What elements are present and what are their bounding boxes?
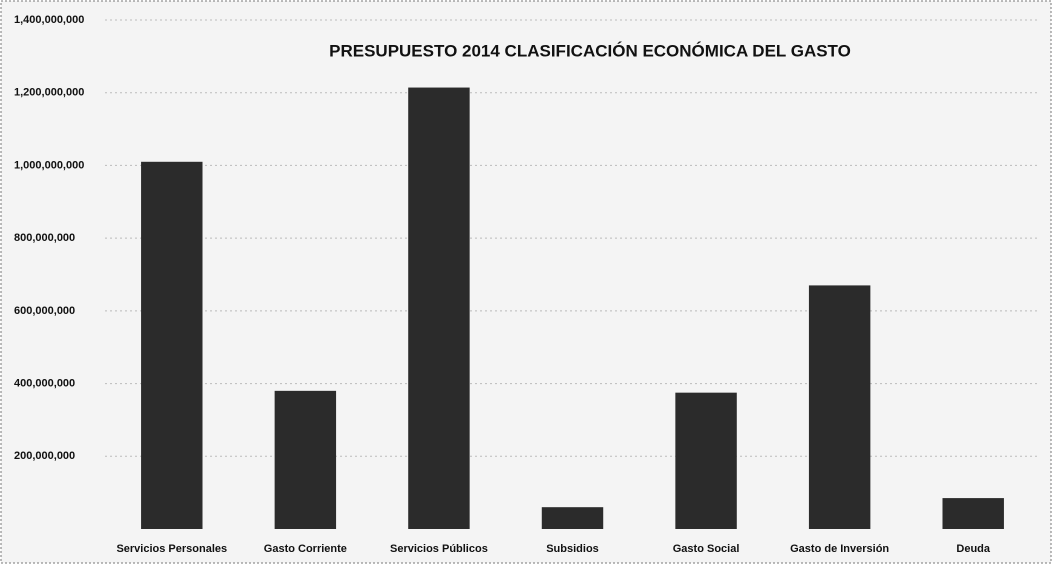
bar [942, 498, 1004, 529]
bar [274, 390, 337, 529]
x-tick-label: Gasto Corriente [264, 543, 347, 555]
y-tick-label: 1,200,000,000 [14, 87, 84, 99]
y-tick-label: 200,000,000 [14, 450, 75, 462]
bar [541, 507, 604, 529]
x-tick-label: Gasto de Inversión [790, 543, 889, 555]
x-tick-label: Gasto Social [673, 543, 740, 555]
x-tick-label: Deuda [956, 543, 991, 555]
bar [675, 392, 737, 529]
x-tick-label: Servicios Personales [116, 543, 227, 555]
y-tick-label: 1,000,000,000 [14, 159, 84, 171]
bar [408, 87, 470, 529]
bar [141, 161, 203, 530]
y-tick-label: 800,000,000 [14, 232, 75, 244]
bar [808, 285, 871, 529]
x-tick-label: Servicios Públicos [390, 543, 488, 555]
y-tick-label: 400,000,000 [14, 377, 75, 389]
y-tick-label: 1,400,000,000 [14, 14, 84, 26]
x-tick-label: Subsidios [546, 543, 599, 555]
chart-title: PRESUPUESTO 2014 CLASIFICACIÓN ECONÓMICA… [329, 41, 851, 60]
y-tick-label: 600,000,000 [14, 305, 75, 317]
